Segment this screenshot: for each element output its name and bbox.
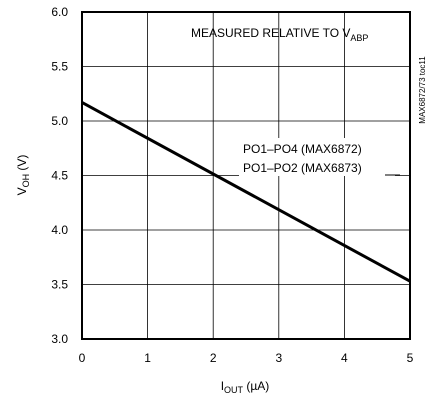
x-tick-label: 2 xyxy=(210,351,217,365)
y-tick-label: 5.5 xyxy=(51,60,68,74)
y-tick-labels: 3.0 3.5 4.0 4.5 5.0 5.5 6.0 xyxy=(51,5,68,346)
x-tick-labels: 0 1 2 3 4 5 xyxy=(79,351,414,365)
x-tick-label: 4 xyxy=(341,351,348,365)
series-label-line2: PO1–PO2 (MAX6873) xyxy=(243,161,362,175)
x-tick-label: 3 xyxy=(275,351,282,365)
annotation-measured-relative: MEASURED RELATIVE TO VABP xyxy=(191,26,368,43)
y-tick-label: 4.5 xyxy=(51,169,68,183)
plot-frame xyxy=(81,11,411,340)
series-label-background xyxy=(239,138,395,176)
x-tick-label: 1 xyxy=(144,351,151,365)
y-tick-label: 6.0 xyxy=(51,5,68,19)
y-axis-label: VOH (V) xyxy=(15,155,31,196)
y-tick-label: 3.5 xyxy=(51,278,68,292)
y-tick-label: 5.0 xyxy=(51,114,68,128)
y-tick-label: 3.0 xyxy=(51,332,68,346)
series-label-line1: PO1–PO4 (MAX6872) xyxy=(243,142,362,156)
part-number-label: MAX6872/73 toc11 xyxy=(418,56,427,124)
grid xyxy=(82,12,410,339)
y-tick-label: 4.0 xyxy=(51,223,68,237)
x-tick-label: 0 xyxy=(79,351,86,365)
x-tick-label: 5 xyxy=(407,351,414,365)
series-line xyxy=(81,101,411,283)
series-lines xyxy=(81,101,411,283)
x-axis-label: IOUT (µA) xyxy=(221,379,270,395)
